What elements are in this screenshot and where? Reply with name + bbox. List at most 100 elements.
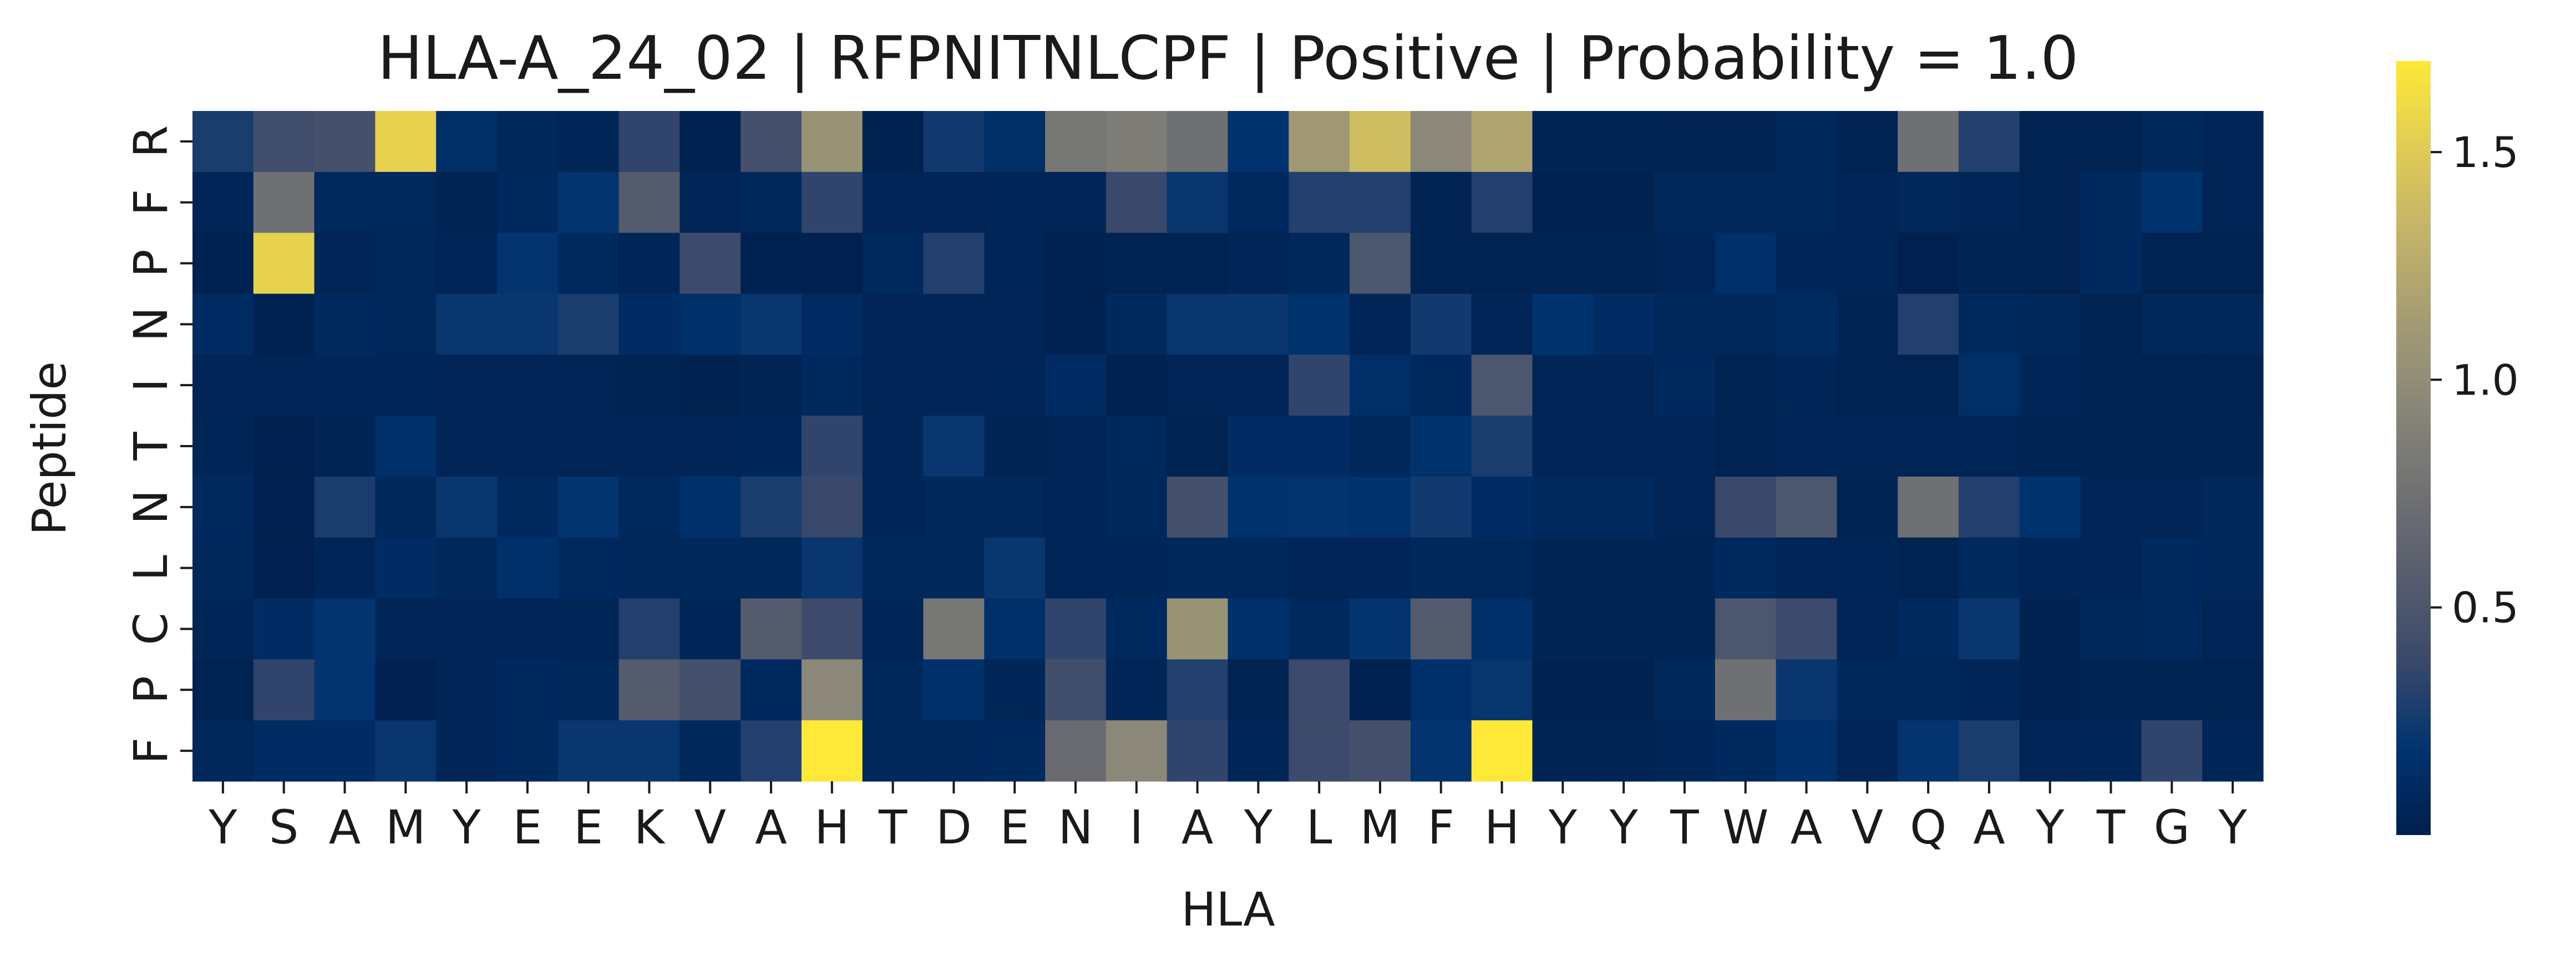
heatmap-cell bbox=[192, 598, 254, 660]
heatmap-cell bbox=[1715, 476, 1777, 538]
heatmap-cell bbox=[1715, 232, 1777, 295]
heatmap-cell bbox=[1776, 171, 1838, 234]
heatmap-cell bbox=[801, 720, 863, 782]
y-tick-label: N bbox=[124, 307, 178, 342]
heatmap-cell bbox=[1898, 232, 1959, 295]
heatmap-cell bbox=[2080, 537, 2142, 599]
heatmap-cell bbox=[984, 111, 1046, 173]
heatmap-cell bbox=[1228, 659, 1289, 721]
heatmap-cell bbox=[1959, 537, 2020, 599]
heatmap-cell bbox=[1593, 171, 1655, 234]
heatmap-cell bbox=[192, 294, 254, 355]
heatmap-cell bbox=[1532, 659, 1594, 721]
heatmap-cell bbox=[2080, 476, 2142, 538]
heatmap-cell bbox=[2141, 232, 2203, 295]
heatmap-cell bbox=[253, 111, 315, 173]
heatmap-cell bbox=[1045, 598, 1107, 660]
heatmap-cell bbox=[557, 294, 620, 355]
heatmap-cell bbox=[1776, 355, 1838, 416]
heatmap-cell bbox=[1045, 476, 1107, 538]
heatmap-cell bbox=[436, 720, 498, 782]
y-tick-label: F bbox=[124, 737, 178, 764]
heatmap-cell bbox=[801, 111, 863, 173]
heatmap-cell bbox=[923, 294, 985, 355]
heatmap-cell bbox=[1471, 720, 1533, 782]
heatmap-cell bbox=[741, 232, 802, 295]
heatmap-cell bbox=[741, 476, 802, 538]
heatmap-cell bbox=[192, 659, 254, 721]
heatmap-cell bbox=[1837, 537, 1898, 599]
x-tick-label: T bbox=[878, 800, 907, 854]
heatmap-cell bbox=[2019, 659, 2081, 721]
heatmap-cell bbox=[1471, 355, 1533, 416]
heatmap-cell bbox=[1289, 476, 1350, 538]
heatmap-cell bbox=[984, 720, 1046, 782]
x-tick-label: A bbox=[755, 800, 787, 854]
heatmap-cell bbox=[2019, 537, 2081, 599]
heatmap-cell bbox=[1045, 537, 1107, 599]
heatmap-cell bbox=[923, 232, 985, 295]
heatmap-cell bbox=[1898, 171, 1959, 234]
heatmap-cell bbox=[1167, 111, 1229, 173]
x-tick-label: N bbox=[1058, 800, 1093, 854]
y-axis-label: Peptide bbox=[22, 361, 77, 535]
heatmap-cell bbox=[1471, 598, 1533, 660]
heatmap-cell bbox=[375, 355, 437, 416]
heatmap-cell bbox=[557, 171, 620, 234]
x-tick-label: L bbox=[1306, 800, 1332, 854]
heatmap-cell bbox=[984, 294, 1046, 355]
heatmap-cell bbox=[2019, 598, 2081, 660]
heatmap-cell bbox=[2141, 294, 2203, 355]
heatmap-cell bbox=[1837, 720, 1898, 782]
heatmap-cell bbox=[1410, 111, 1472, 173]
heatmap-cell bbox=[496, 720, 559, 782]
heatmap-cell bbox=[1471, 659, 1533, 721]
heatmap-cell bbox=[1593, 294, 1655, 355]
heatmap-cell bbox=[1654, 598, 1716, 660]
heatmap-cell bbox=[557, 537, 620, 599]
y-axis: RFPNITNLCPF bbox=[124, 125, 192, 764]
heatmap-cell bbox=[253, 476, 315, 538]
heatmap-cell bbox=[801, 171, 863, 234]
heatmap-cell bbox=[1106, 111, 1168, 173]
heatmap-cell bbox=[1654, 537, 1716, 599]
heatmap-cell bbox=[1654, 232, 1716, 295]
heatmap-cell bbox=[1167, 537, 1229, 599]
heatmap-cell bbox=[741, 659, 802, 721]
heatmap-cell bbox=[984, 598, 1046, 660]
heatmap-cell bbox=[1289, 294, 1350, 355]
heatmap-cell bbox=[1837, 416, 1898, 477]
heatmap-cell bbox=[1959, 598, 2020, 660]
heatmap-cell bbox=[801, 537, 863, 599]
heatmap-cell bbox=[2141, 720, 2203, 782]
heatmap-cell bbox=[2202, 476, 2264, 538]
heatmap-cell bbox=[1776, 294, 1838, 355]
heatmap-cell bbox=[1532, 416, 1594, 477]
heatmap-cell bbox=[1898, 537, 1959, 599]
heatmap-cell bbox=[862, 659, 924, 721]
heatmap-cell bbox=[862, 416, 924, 477]
heatmap-cells bbox=[192, 111, 2264, 782]
heatmap-cell bbox=[1593, 598, 1655, 660]
heatmap-cell bbox=[1715, 171, 1777, 234]
heatmap-cell bbox=[1106, 659, 1168, 721]
heatmap-cell bbox=[1471, 111, 1533, 173]
heatmap-cell bbox=[1471, 537, 1533, 599]
heatmap-cell bbox=[984, 355, 1046, 416]
heatmap-cell bbox=[801, 355, 863, 416]
heatmap-cell bbox=[1167, 171, 1229, 234]
y-tick-label: N bbox=[124, 489, 178, 524]
heatmap-cell bbox=[923, 111, 985, 173]
heatmap-cell bbox=[1106, 476, 1168, 538]
heatmap-cell bbox=[2141, 659, 2203, 721]
heatmap-cell bbox=[314, 476, 376, 538]
heatmap-cell bbox=[1045, 659, 1107, 721]
heatmap-cell bbox=[1228, 416, 1289, 477]
heatmap-cell bbox=[1959, 720, 2020, 782]
heatmap-cell bbox=[496, 355, 559, 416]
x-tick-label: Y bbox=[452, 800, 481, 854]
heatmap-cell bbox=[192, 537, 254, 599]
heatmap-cell bbox=[1106, 598, 1168, 660]
heatmap-cell bbox=[253, 232, 315, 295]
